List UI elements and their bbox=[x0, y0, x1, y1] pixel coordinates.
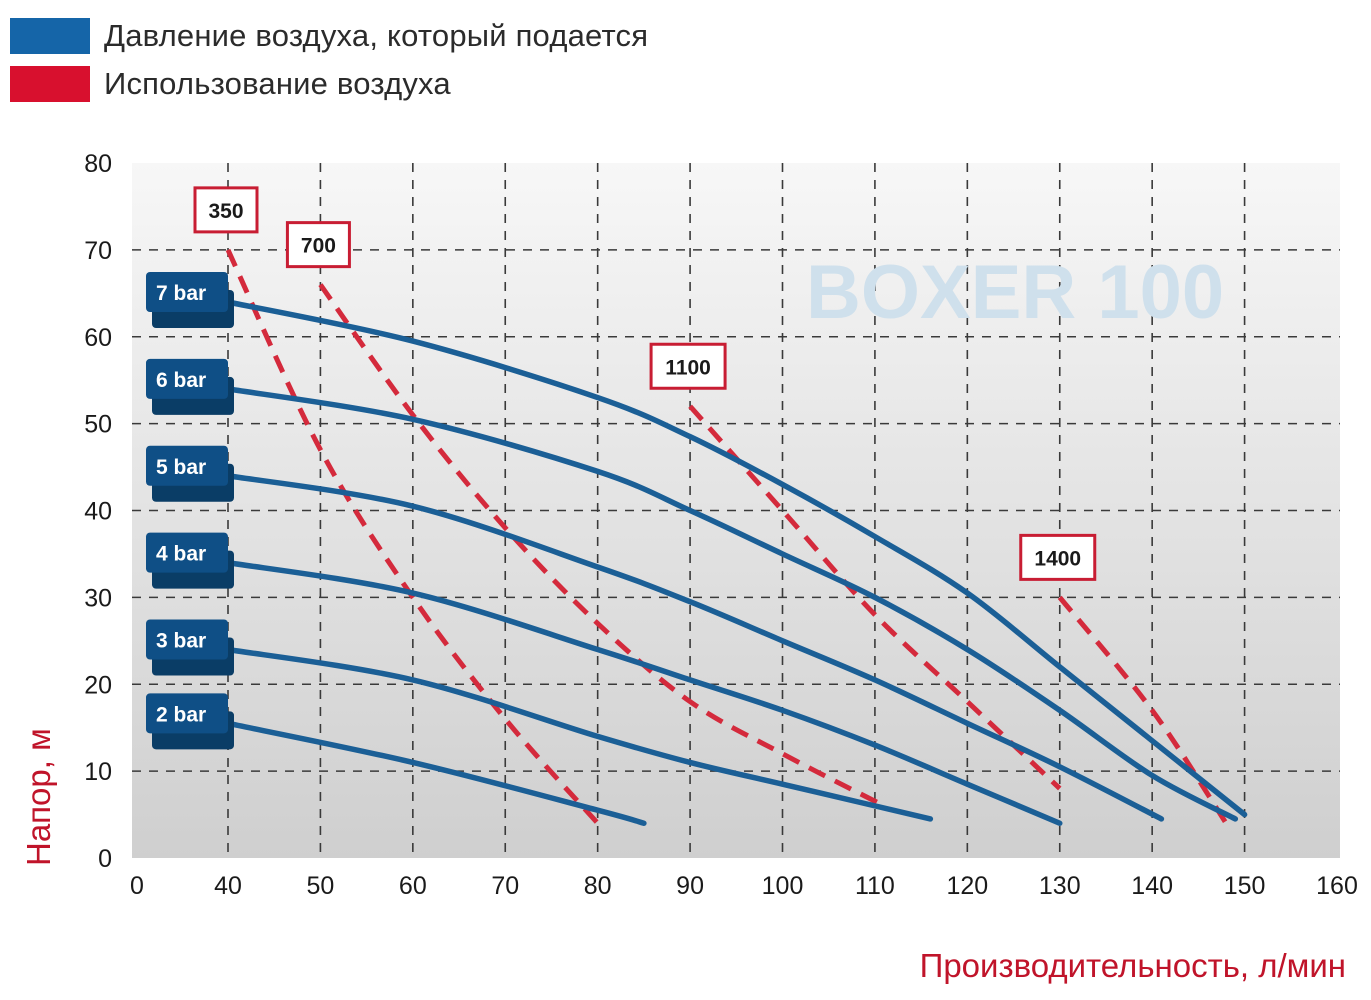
y-tick-60: 60 bbox=[84, 324, 112, 352]
air-label-1400: 1400 bbox=[1019, 533, 1097, 581]
pressure-curve-3-bar bbox=[225, 646, 934, 822]
x-tick-160: 160 bbox=[1316, 872, 1358, 900]
air-label-text-1100: 1100 bbox=[665, 356, 711, 379]
x-tick-120: 120 bbox=[946, 872, 988, 900]
y-axis-ticks: 0 10 20 30 40 50 60 70 80 bbox=[84, 150, 112, 873]
air-consumption-line-1400 bbox=[1057, 595, 1229, 825]
legend-label-air-consumption: Использование воздуха bbox=[104, 66, 451, 101]
badge-4-bar: 4 bar bbox=[146, 532, 234, 589]
badge-2-bar: 2 bar bbox=[146, 693, 234, 750]
air-label-350: 350 bbox=[193, 186, 259, 234]
badge-3-bar: 3 bar bbox=[146, 619, 234, 676]
pressure-curve-6-bar bbox=[225, 386, 1239, 822]
air-consumption-labels: 350 700 1100 1400 bbox=[193, 186, 1097, 581]
legend: Давление воздуха, который подается Испол… bbox=[10, 12, 648, 108]
pressure-curve-4-bar bbox=[225, 559, 1063, 826]
air-label-700: 700 bbox=[285, 221, 351, 269]
air-consumption-line-350 bbox=[225, 248, 600, 825]
x-tick-110: 110 bbox=[855, 872, 895, 900]
air-consumption-lines bbox=[225, 248, 1229, 825]
pressure-curve-7-bar bbox=[225, 299, 1248, 818]
air-label-1100: 1100 bbox=[649, 342, 727, 390]
x-tick-40: 40 bbox=[214, 872, 242, 900]
legend-item-air-consumption: Использование воздуха bbox=[10, 60, 648, 108]
x-tick-70: 70 bbox=[491, 872, 519, 900]
badge-label-2-bar: 2 bar bbox=[156, 703, 206, 726]
x-tick-80: 80 bbox=[584, 872, 612, 900]
pressure-curve-5-bar bbox=[225, 473, 1165, 822]
y-tick-40: 40 bbox=[84, 498, 112, 526]
air-label-text-1400: 1400 bbox=[1034, 547, 1081, 570]
x-tick-0: 0 bbox=[130, 872, 144, 900]
x-tick-100: 100 bbox=[762, 872, 804, 900]
x-tick-130: 130 bbox=[1039, 872, 1081, 900]
x-axis-title: Производительность, л/мин bbox=[920, 947, 1346, 984]
legend-swatch-air-consumption bbox=[10, 66, 90, 102]
badge-6-bar: 6 bar bbox=[146, 358, 234, 415]
x-tick-90: 90 bbox=[676, 872, 704, 900]
badge-7-bar: 7 bar bbox=[146, 272, 234, 328]
x-tick-60: 60 bbox=[399, 872, 427, 900]
x-tick-140: 140 bbox=[1131, 872, 1173, 900]
legend-label-pressure: Давление воздуха, который подается bbox=[104, 18, 649, 53]
y-tick-30: 30 bbox=[84, 584, 112, 612]
y-tick-20: 20 bbox=[84, 671, 112, 699]
air-label-text-700: 700 bbox=[301, 235, 336, 258]
y-axis-title: Напор, м bbox=[20, 728, 57, 866]
badge-5-bar: 5 bar bbox=[146, 445, 234, 502]
x-tick-150: 150 bbox=[1224, 872, 1266, 900]
y-tick-70: 70 bbox=[84, 237, 112, 265]
air-consumption-line-1100 bbox=[688, 404, 1062, 791]
y-tick-50: 50 bbox=[84, 411, 112, 439]
y-tick-80: 80 bbox=[84, 150, 112, 178]
air-consumption-line-700 bbox=[318, 283, 886, 809]
x-axis-ticks: 0 40 50 60 70 80 90 100 110 120 130 140 150 160 bbox=[130, 872, 1358, 900]
badge-label-4-bar: 4 bar bbox=[156, 543, 206, 566]
pressure-curves bbox=[225, 299, 1248, 826]
badge-label-3-bar: 3 bar bbox=[156, 630, 206, 653]
air-label-text-350: 350 bbox=[208, 200, 243, 223]
badge-label-6-bar: 6 bar bbox=[156, 369, 206, 392]
pressure-badges: 7 bar 6 bar 5 bar 4 bar 3 bar 2 bar bbox=[146, 272, 234, 750]
badge-label-7-bar: 7 bar bbox=[156, 282, 206, 305]
y-tick-0: 0 bbox=[98, 845, 112, 873]
boxer-100-watermark: BOXER 100 bbox=[806, 250, 1224, 335]
y-tick-10: 10 bbox=[84, 758, 112, 786]
x-tick-50: 50 bbox=[307, 872, 335, 900]
badge-label-5-bar: 5 bar bbox=[156, 456, 206, 479]
legend-swatch-pressure bbox=[10, 18, 90, 54]
pressure-curve-2-bar bbox=[225, 720, 647, 826]
legend-item-pressure: Давление воздуха, который подается bbox=[10, 12, 648, 60]
